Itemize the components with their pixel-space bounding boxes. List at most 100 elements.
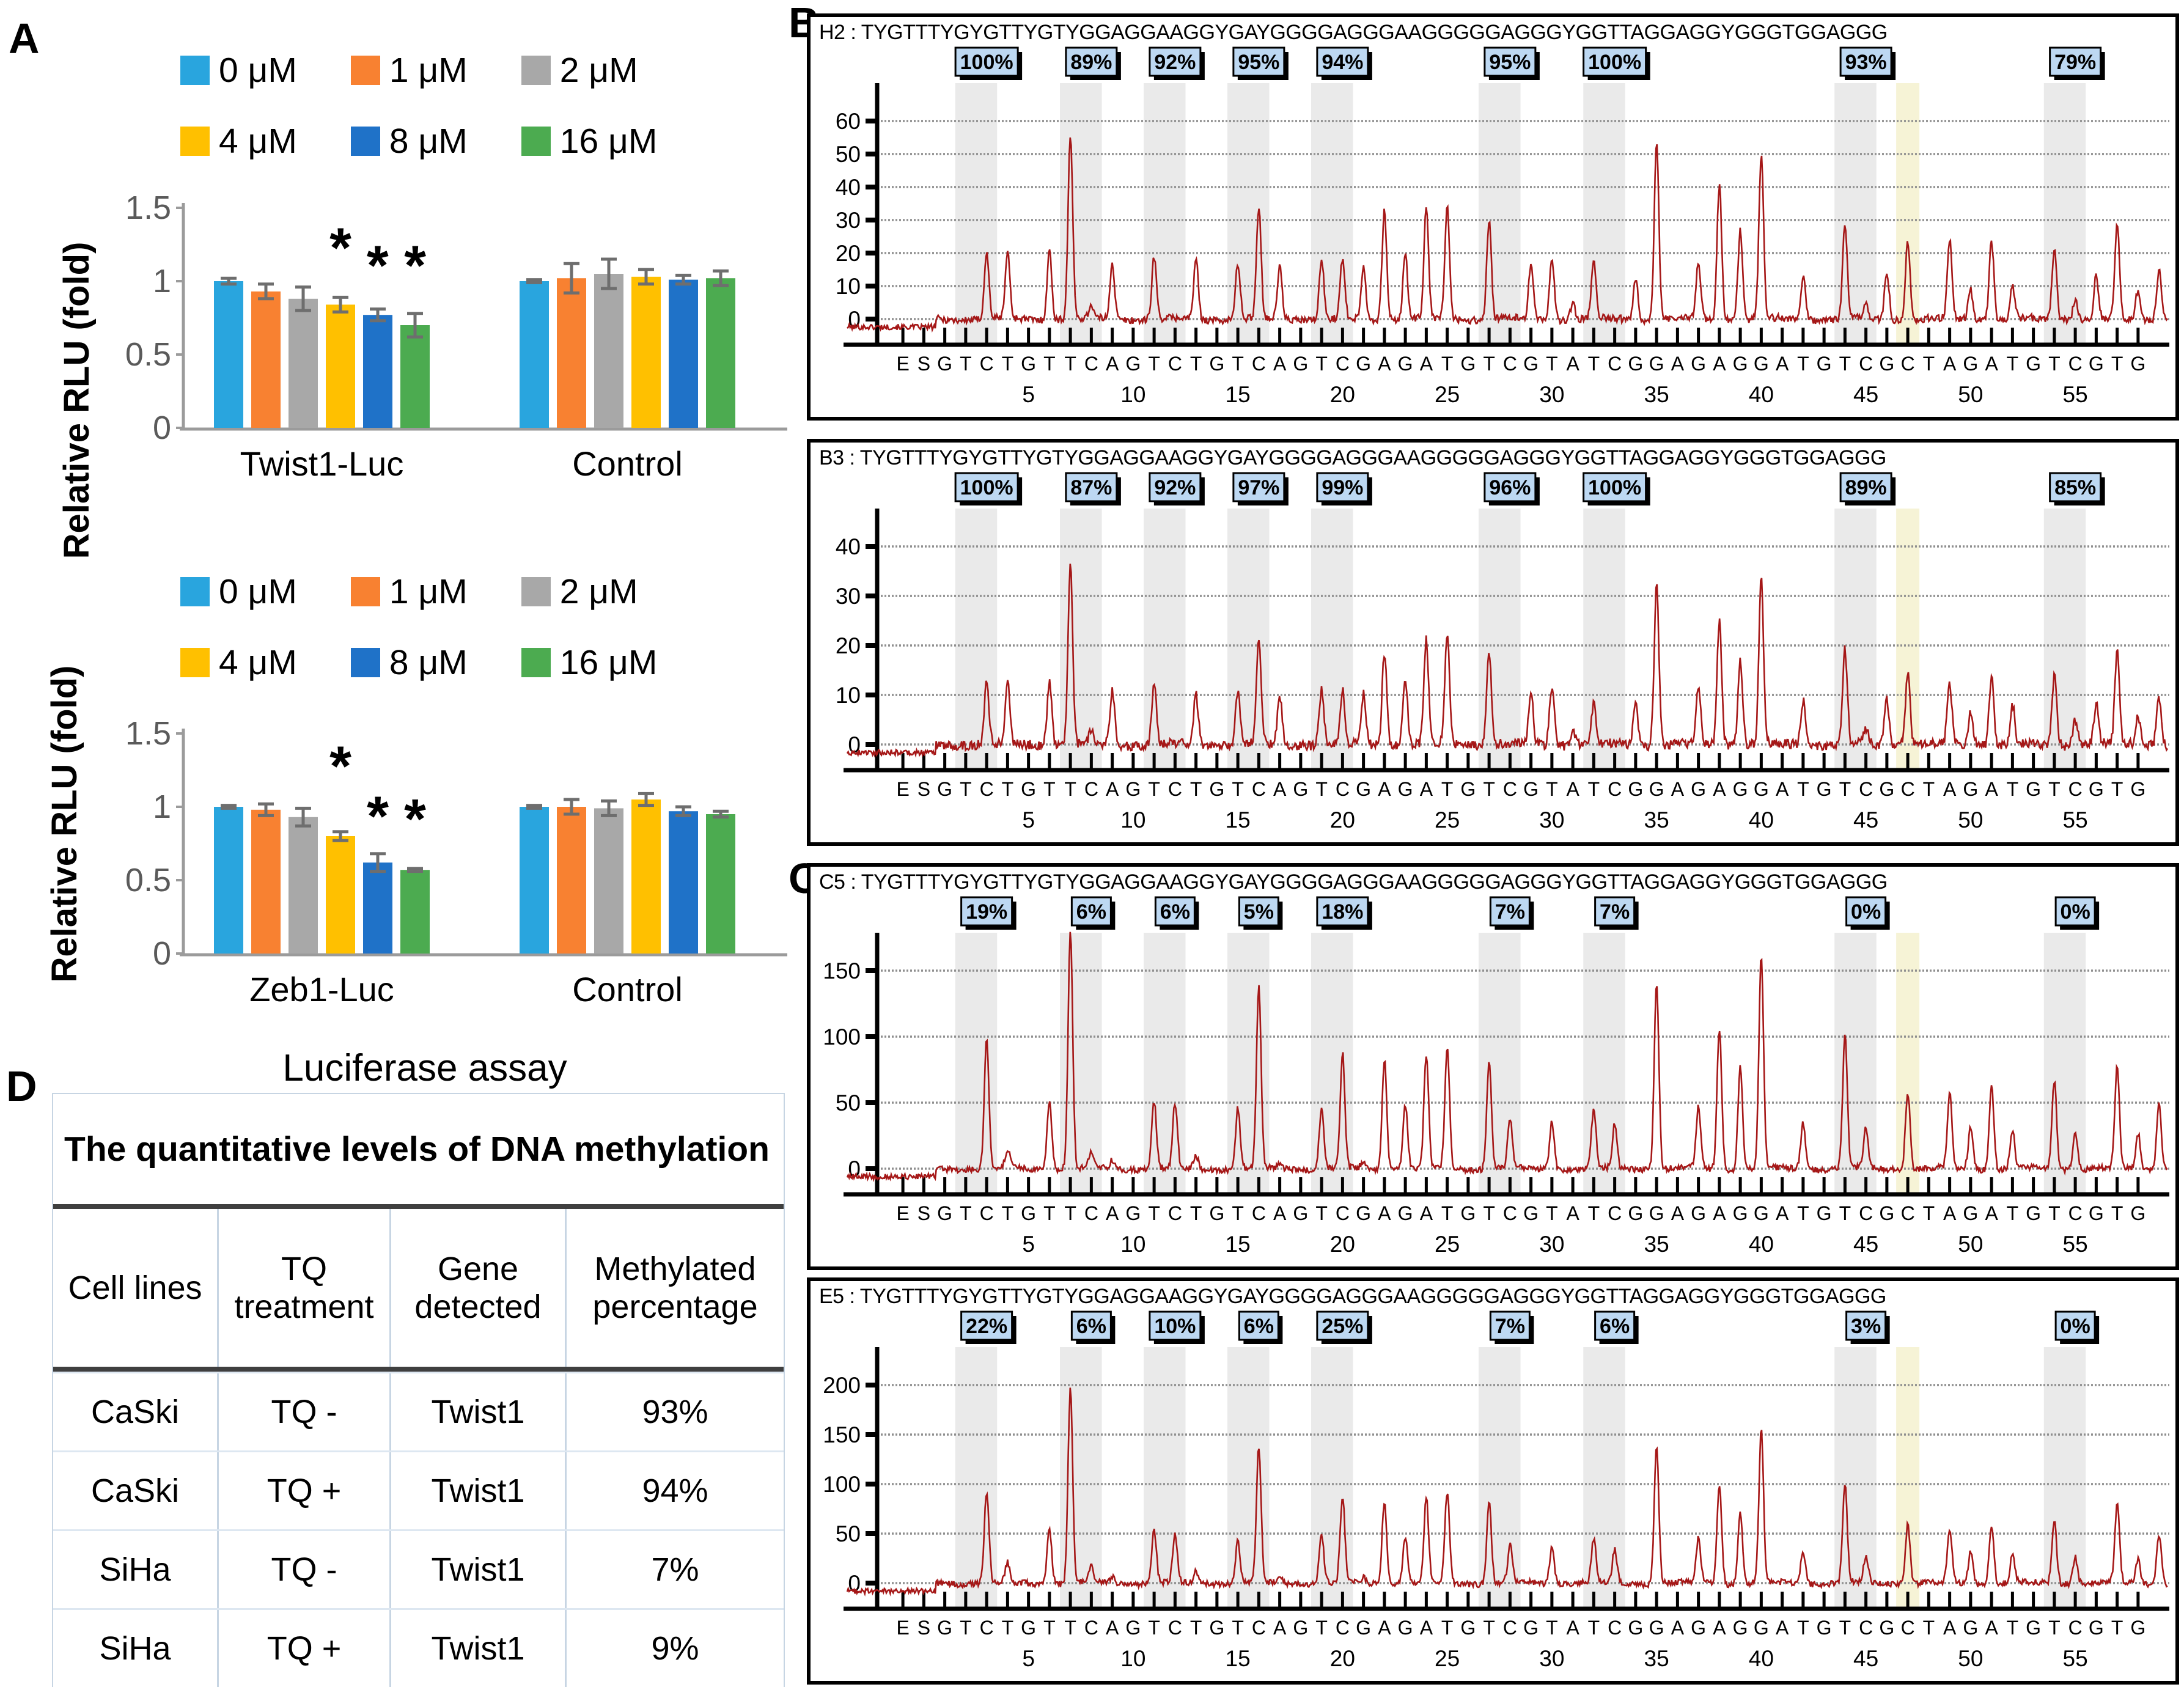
dispensation-letter: T [2111,1202,2123,1224]
bisulfite-control-band [1896,933,1920,1193]
y-tick-label: 50 [836,1521,861,1546]
bar-Control-1 μM [557,807,586,954]
methylation-percent-label: 92% [1154,51,1196,74]
dispensation-letter: T [1064,778,1076,800]
dispensation-letter: G [1523,1202,1539,1224]
table-cell: SiHa [99,1630,171,1667]
dispensation-letter: C [1252,1617,1266,1639]
x-number-label: 35 [1644,807,1669,832]
methylation-percent-chip [1316,472,1369,502]
y-tick-label: 1.5 [125,721,171,752]
dispensation-letter: G [1021,1202,1036,1224]
significance-stars: * [329,217,351,279]
dispensation-letter: T [2048,778,2061,800]
x-number-label: 50 [1958,1232,1983,1257]
dispensation-letter: C [1168,353,1182,375]
bar-Control-2 μM [594,808,623,954]
dispensation-letter: T [2111,353,2123,375]
dispensation-letter: T [2007,1202,2019,1224]
dispensation-letter: G [1523,778,1539,800]
legend-swatch [180,127,210,156]
x-number-label: 10 [1120,1646,1145,1671]
dispensation-letter: A [1943,1202,1957,1224]
dispensation-letter: G [1817,353,1832,375]
legend-label: 2 μM [559,51,638,90]
methylation-percent-chip [1845,1310,1887,1341]
legend-item: 2 μM [521,50,658,90]
dispensation-letter: G [937,778,952,800]
dispensation-letter: G [2089,353,2104,375]
cpg-site-band [955,933,998,1193]
bar-Control-0 μM [520,281,549,428]
bar-Zeb1-Luc-1 μM [251,809,281,954]
dispensation-letter: T [1002,1617,1014,1639]
y-tick-label: 40 [836,534,861,559]
dispensation-letter: G [1733,1202,1748,1224]
dispensation-letter: G [1398,1202,1413,1224]
methylation-percent-chip [1070,896,1112,927]
legend-item: 8 μM [350,642,468,683]
dispensation-letter: G [1460,1617,1476,1639]
dispensation-letter: T [1002,353,1014,375]
dispensation-letter: G [1021,353,1036,375]
y-tick-label: 1 [153,263,171,300]
concentration-legend-bottom: 0 μM 1 μM 2 μM 4 μM 8 μM 16 μM [180,572,657,683]
methylation-percent-chip [1070,1310,1112,1341]
dispensation-letter: T [1043,353,1056,375]
dispensation-letter: T [1483,1202,1495,1224]
dispensation-letter: A [1378,1202,1391,1224]
methylation-percent-label: 3% [1851,1315,1881,1338]
dispensation-letter: C [1084,1202,1098,1224]
methylation-percent-label: 0% [1851,900,1881,924]
dispensation-letter: G [1125,1202,1141,1224]
x-number-label: 20 [1330,807,1355,832]
legend-swatch [521,56,551,85]
bar-Twist1-Luc-2 μM [289,298,318,428]
x-number-label: 25 [1435,382,1460,407]
dispensation-letter: T [2007,1617,2019,1639]
y-tick-label: 0 [848,732,861,757]
dispensation-letter: G [1963,778,1978,800]
dispensation-letter: A [1776,778,1789,800]
methylation-percent-label: 18% [1322,900,1363,924]
dispensation-letter: T [1923,1617,1935,1639]
dispensation-letter: C [1503,1617,1517,1639]
dispensation-letter: G [937,353,952,375]
methylation-percent-label: 7% [1600,900,1630,924]
dispensation-letter: G [1125,353,1141,375]
dispensation-letter: G [1879,353,1894,375]
dispensation-letter: G [1356,353,1371,375]
dispensation-letter: G [1817,1617,1832,1639]
dispensation-letter: C [1252,778,1266,800]
pyrogram-H2-header: H2 : TYGTTTYGYGTTYGTYGGAGGAAGGYGAYGGGGAG… [819,21,1888,44]
dispensation-letter: S [917,778,930,800]
dispensation-letter: T [1148,1202,1160,1224]
x-number-label: 35 [1644,1232,1669,1257]
panel-d: D The quantitative levels of DNA methyla… [0,1057,795,1687]
methylation-percent-label: 93% [1845,51,1887,74]
dispensation-letter: A [1378,778,1391,800]
bar-Control-8 μM [669,811,698,954]
methylation-percent-label: 25% [1322,1315,1363,1338]
dispensation-letter: T [1441,1617,1454,1639]
methylation-percent-chip [1316,1310,1369,1341]
methylation-percent-chip [1583,46,1647,77]
bar-Zeb1-Luc-4 μM [326,836,355,954]
dispensation-letter: C [1336,1202,1350,1224]
significance-stars: * * [367,235,426,297]
dispensation-letter: T [1232,353,1244,375]
dispensation-letter: G [1293,1202,1308,1224]
dispensation-letter: A [1106,1617,1119,1639]
methylation-percent-chip [1845,896,1887,927]
table-cell: CaSki [90,1394,180,1430]
dispensation-letter: C [980,1617,994,1639]
dispensation-letter: T [1483,353,1495,375]
legend-item: 8 μM [350,121,468,161]
dispensation-letter: C [1336,353,1350,375]
dispensation-letter: G [1356,1617,1371,1639]
dispensation-letter: E [896,1617,909,1639]
dispensation-letter: T [1588,778,1600,800]
bar-Zeb1-Luc-16 μM [400,870,430,954]
legend-swatch [521,577,551,606]
pyrogram-H2-plot: 0 10 20 30 40 50 60 E S G T C T G T T C A G T C T G T C A G T C G A G A T… [813,44,2173,414]
